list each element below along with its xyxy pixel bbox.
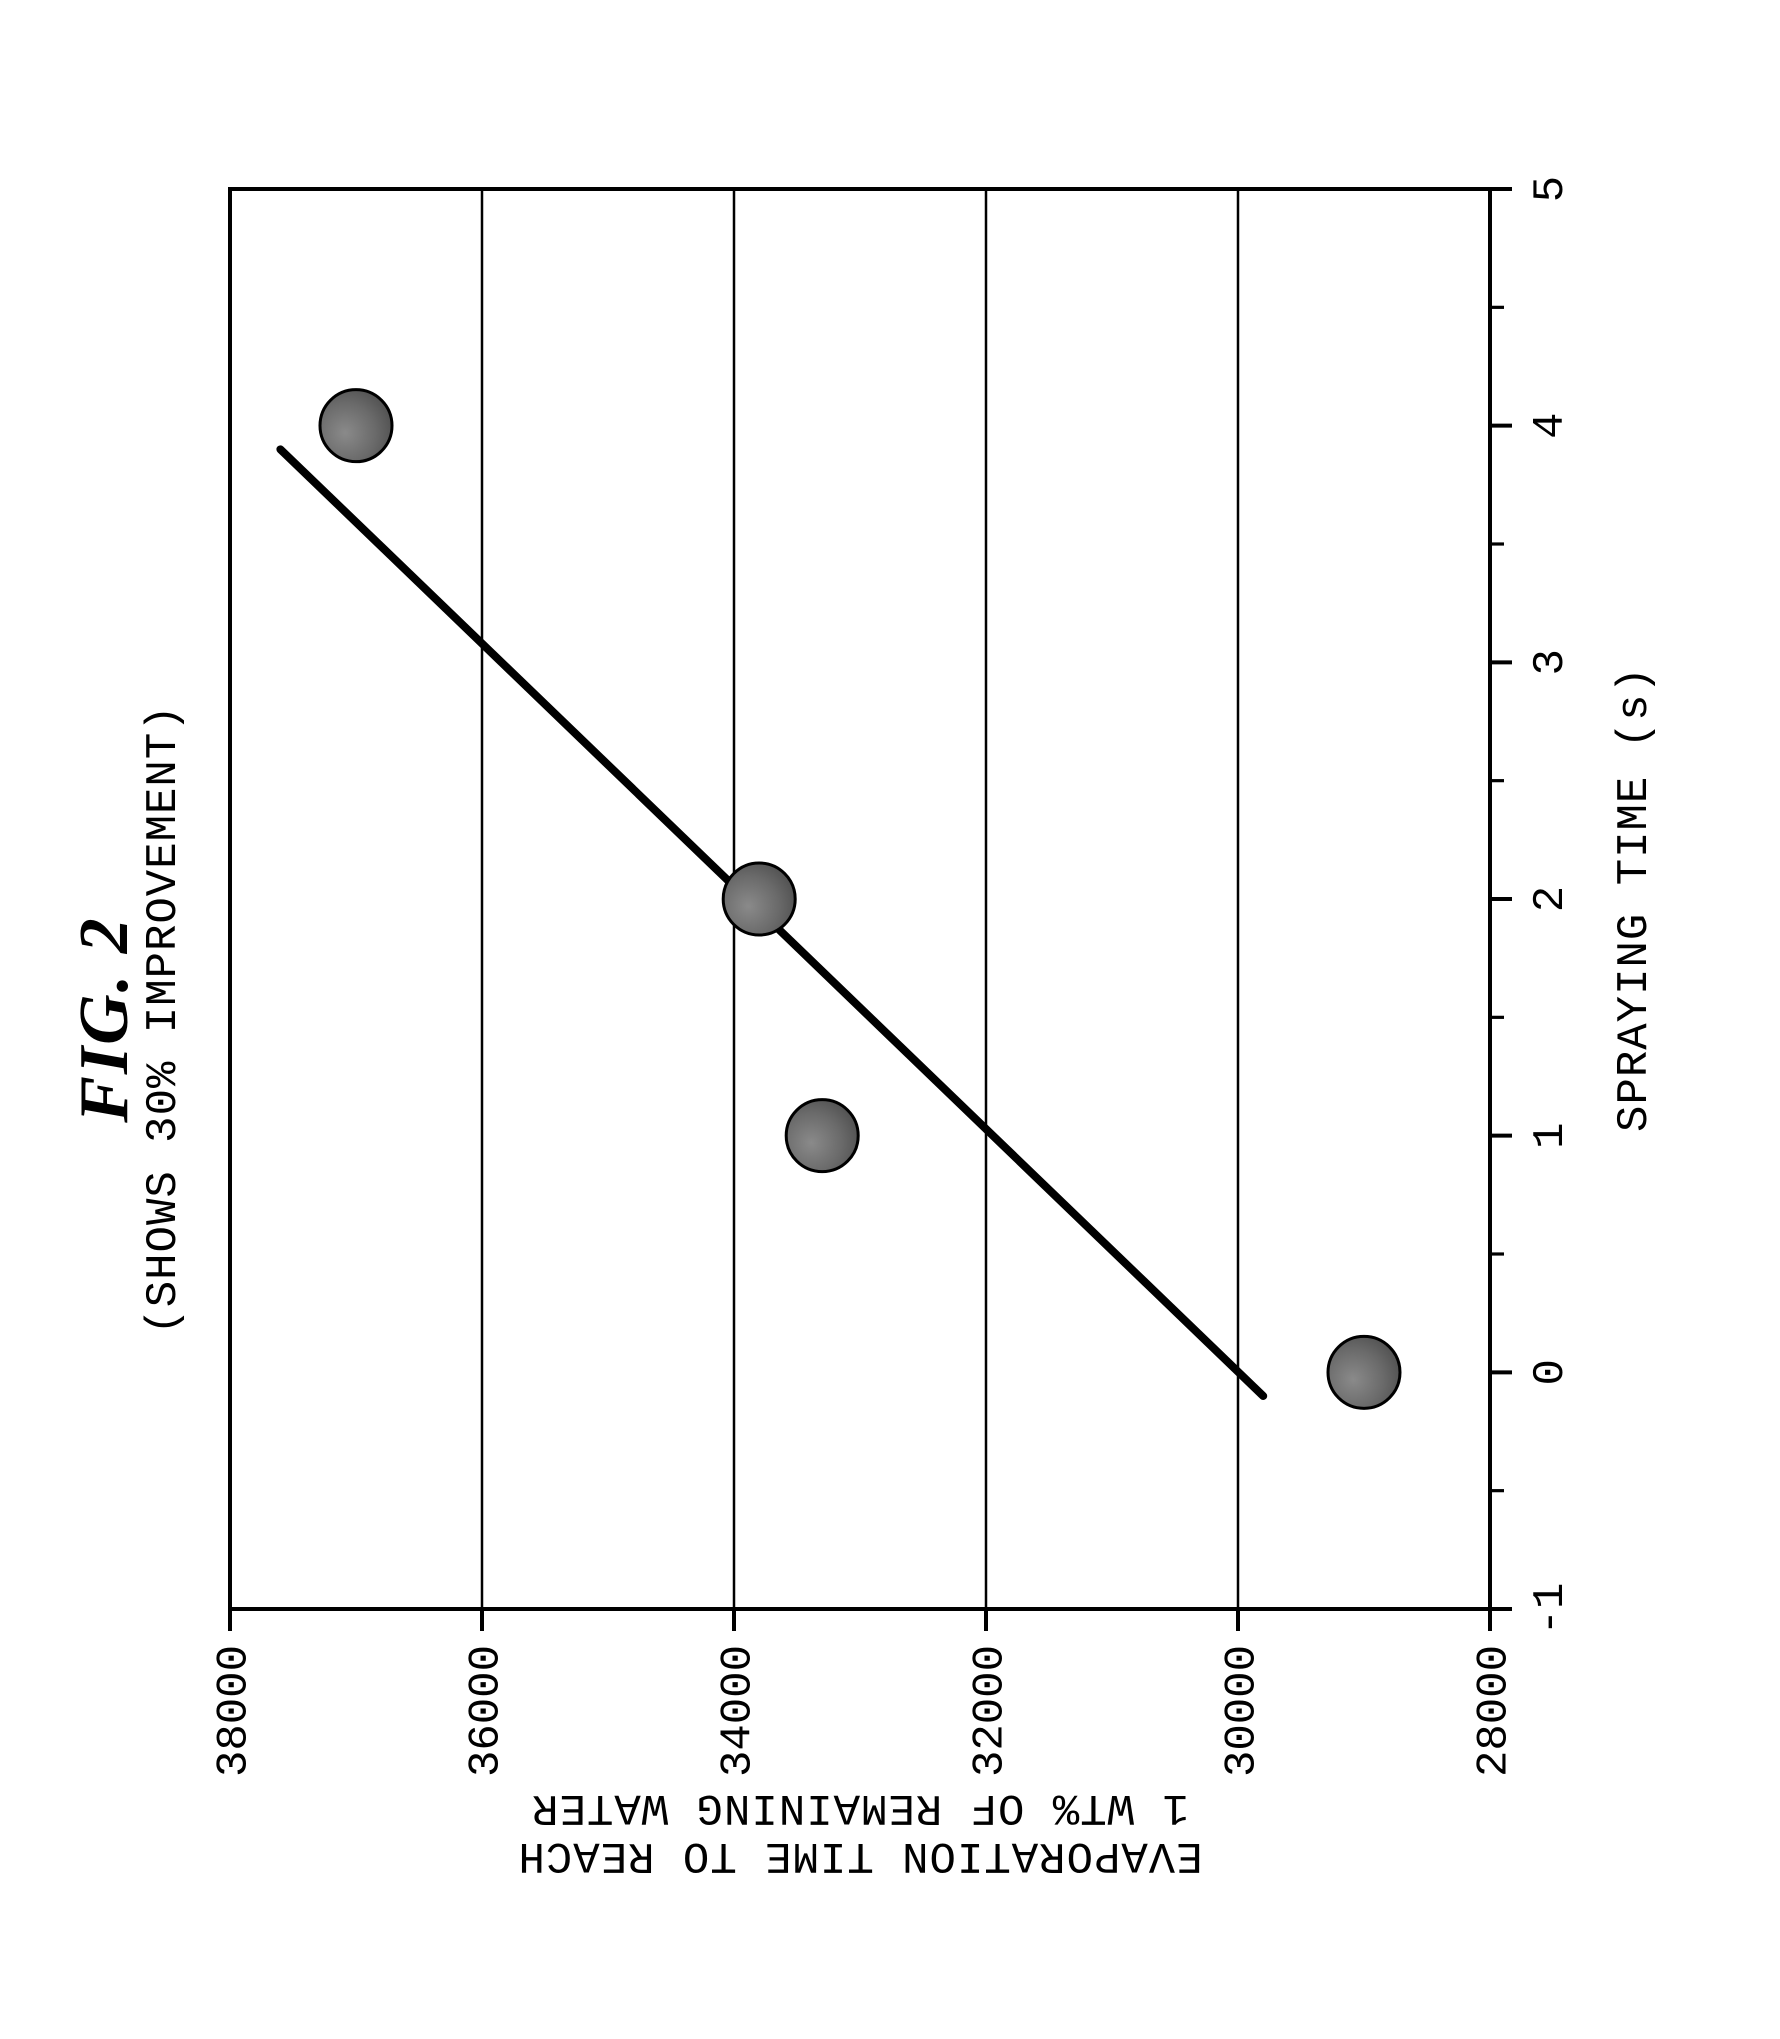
y-tick-label: 34000 [713, 1645, 763, 1777]
title-block: FIG. 2 (SHOWS 30% IMPROVEMENT) [0, 0, 186, 2039]
plot-border [230, 189, 1490, 1609]
chart-svg: -1012345280003000032000340003600038000 [230, 189, 1490, 1609]
ylabel-line1: EVAPORATION TIME TO REACH [517, 1830, 1202, 1880]
plot-region: -1012345280003000032000340003600038000 [230, 189, 1490, 1609]
x-tick-label: 1 [1526, 1122, 1576, 1148]
figure-subtitle: (SHOWS 30% IMPROVEMENT) [142, 0, 186, 2039]
y-tick-label: 32000 [965, 1645, 1015, 1777]
x-tick-label: 0 [1526, 1359, 1576, 1385]
data-point [723, 863, 795, 935]
y-tick-label: 30000 [1217, 1645, 1267, 1777]
x-tick-label: -1 [1526, 1583, 1576, 1636]
data-point [786, 1100, 858, 1172]
x-tick-label: 2 [1526, 886, 1576, 912]
x-tick-label: 5 [1526, 176, 1576, 202]
data-point [1328, 1336, 1400, 1408]
y-tick-label: 36000 [461, 1645, 511, 1777]
figure-title: FIG. 2 [70, 0, 140, 2039]
y-tick-label: 38000 [209, 1645, 259, 1777]
x-tick-label: 4 [1526, 412, 1576, 438]
x-axis-label: SPRAYING TIME (s) [1610, 189, 1660, 1609]
ylabel-line2: 1 WT% OF REMAINING WATER [531, 1782, 1189, 1832]
page: FIG. 2 (SHOWS 30% IMPROVEMENT) EVAPORATI… [0, 0, 1780, 2039]
y-axis-label: EVAPORATION TIME TO REACH 1 WT% OF REMAI… [230, 1759, 1490, 1879]
landscape-container: FIG. 2 (SHOWS 30% IMPROVEMENT) EVAPORATI… [0, 0, 1780, 2039]
data-point [320, 390, 392, 462]
y-tick-label: 28000 [1469, 1645, 1519, 1777]
x-tick-label: 3 [1526, 649, 1576, 675]
